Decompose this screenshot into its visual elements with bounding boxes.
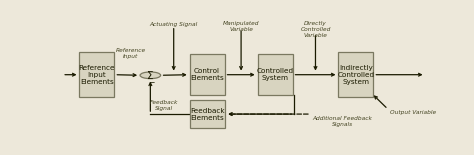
FancyBboxPatch shape <box>190 54 225 95</box>
Text: Actuating Signal: Actuating Signal <box>150 22 198 27</box>
Text: Controlled
System: Controlled System <box>256 68 293 81</box>
Text: Additional Feedback
Signals: Additional Feedback Signals <box>313 116 373 127</box>
FancyBboxPatch shape <box>338 52 374 97</box>
Text: Directly
Controlled
Variable: Directly Controlled Variable <box>301 21 331 38</box>
Text: Control
Elements: Control Elements <box>190 68 224 81</box>
Text: Feedback
Signal: Feedback Signal <box>150 100 179 111</box>
Text: Reference
Input
Elements: Reference Input Elements <box>79 65 115 85</box>
Text: Output Variable: Output Variable <box>390 111 436 115</box>
Text: −: − <box>148 78 155 87</box>
Text: Feedback
Elements: Feedback Elements <box>190 108 224 121</box>
Text: Indirectly
Controlled
System: Indirectly Controlled System <box>337 65 374 85</box>
FancyBboxPatch shape <box>190 100 225 128</box>
Circle shape <box>140 72 161 79</box>
Text: $\Sigma$: $\Sigma$ <box>146 69 155 81</box>
Text: Manipulated
Variable: Manipulated Variable <box>223 21 259 32</box>
Text: Reference
Input: Reference Input <box>116 48 146 59</box>
FancyBboxPatch shape <box>80 52 114 97</box>
FancyBboxPatch shape <box>258 54 292 95</box>
